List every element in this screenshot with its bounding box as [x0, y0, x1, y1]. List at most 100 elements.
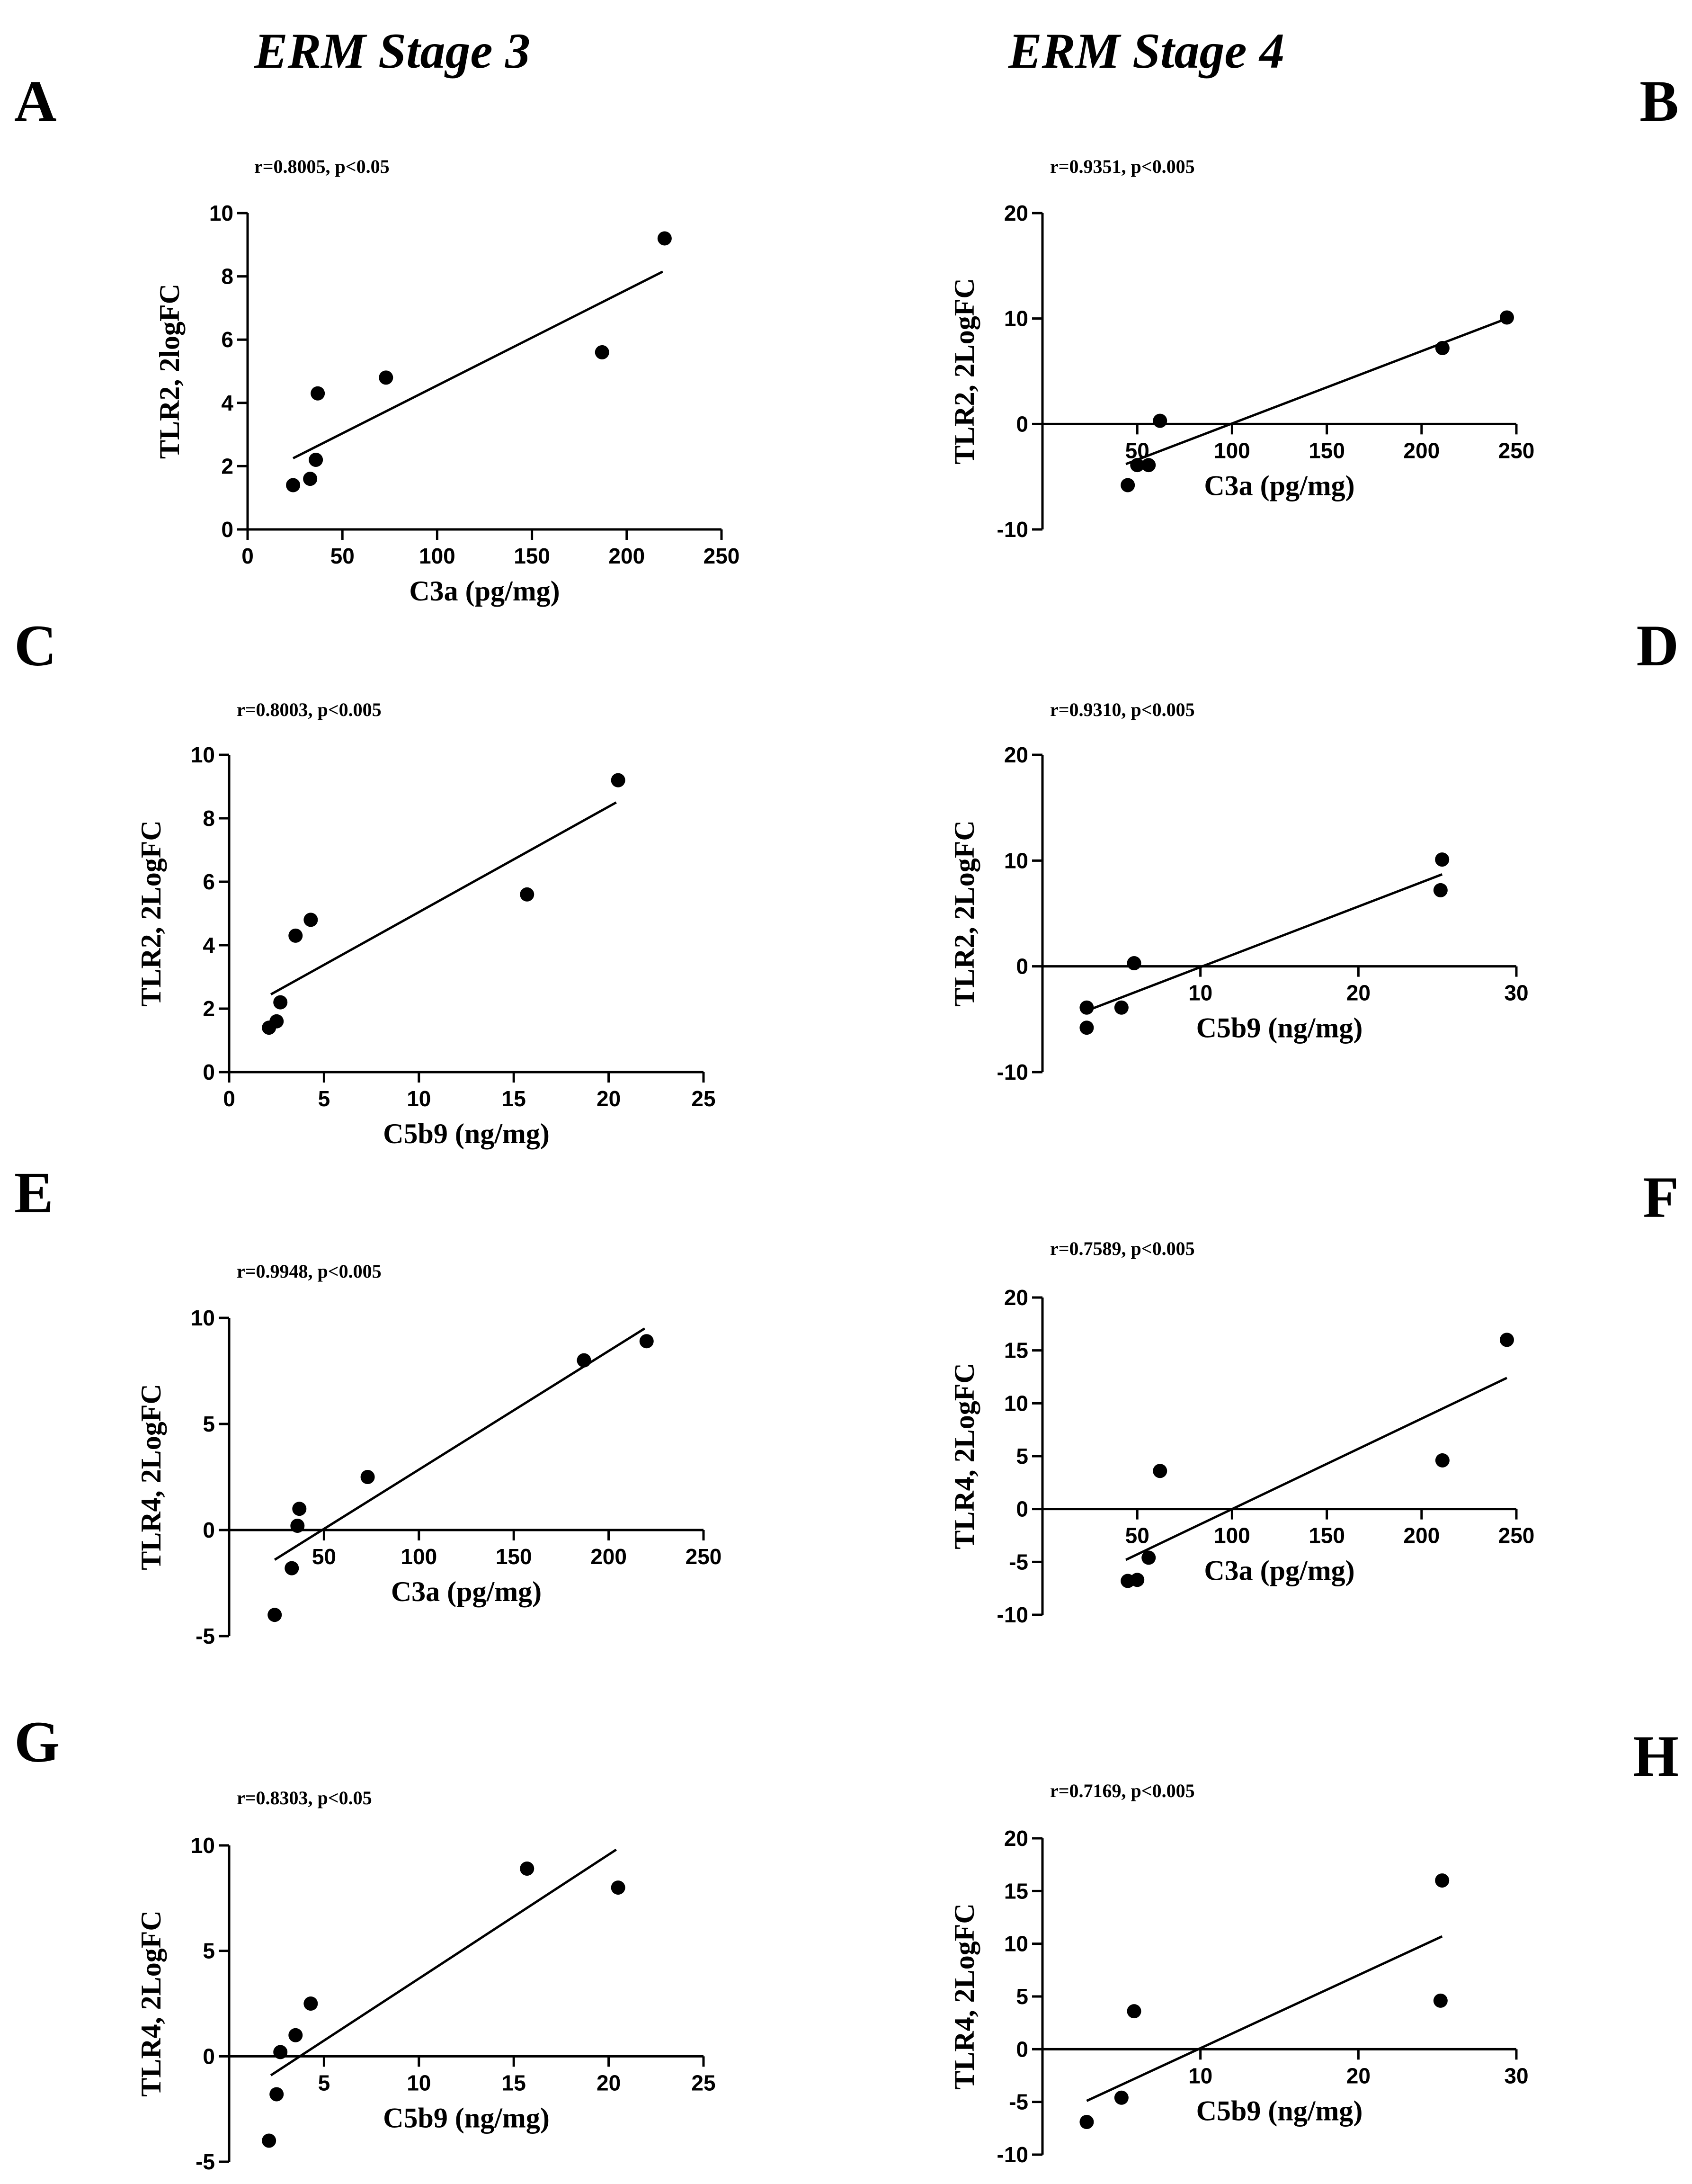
column-header-stage-4: ERM Stage 4 [1008, 23, 1284, 79]
data-point-b-1 [1121, 478, 1135, 492]
regression-line-c [270, 801, 617, 996]
y-axis-label-a: TLR2, 2logFC [154, 284, 185, 459]
data-point-g-3 [273, 2045, 288, 2059]
stat-text-d: r=0.9310, p<0.005 [1050, 699, 1195, 720]
y-tick-label-h: 20 [1004, 1826, 1028, 1851]
panel-letter-a: A [14, 69, 57, 134]
panel-e: Er=0.9948, p<0.005 -5 0 5 10 50 100 150 200 250 C3… [14, 1160, 721, 1648]
y-tick-label-d: 20 [1004, 743, 1028, 767]
y-tick-label-c: 6 [203, 869, 215, 894]
panel-c: Cr=0.8003, p<0.005 0 2 4 6 8 10 0 5 10 15 20 25 C5b9 … [14, 613, 716, 1149]
data-point-b-5 [1435, 341, 1450, 356]
data-point-b-2 [1130, 458, 1145, 473]
data-point-g-7 [611, 1880, 625, 1895]
x-tick-label-b: 250 [1498, 438, 1535, 463]
y-tick-label-c: 10 [191, 743, 215, 767]
data-point-g-1 [262, 2133, 276, 2148]
data-point-a-4 [311, 386, 325, 401]
panel-h: Hr=0.7169, p<0.005 -10 -5 0 5 10 15 20 10 20 30 C5b… [949, 1724, 1679, 2167]
data-point-c-4 [288, 928, 303, 943]
x-tick-label-a: 250 [704, 544, 740, 568]
y-tick-label-h: 15 [1004, 1879, 1028, 1903]
x-axis-label-b: C3a (pg/mg) [1204, 470, 1354, 501]
y-tick-label-a: 8 [221, 264, 233, 289]
x-axis-label-c: C5b9 (ng/mg) [383, 1118, 550, 1149]
data-point-g-4 [288, 2028, 303, 2042]
data-point-b-6 [1499, 310, 1514, 325]
x-tick-label-g: 20 [597, 2070, 621, 2095]
stat-text-e: r=0.9948, p<0.005 [237, 1261, 382, 1282]
stat-text-b: r=0.9351, p<0.005 [1050, 156, 1195, 177]
y-axis-label-c: TLR2, 2LogFC [135, 820, 167, 1006]
x-tick-label-b: 200 [1403, 438, 1440, 463]
x-tick-label-d: 30 [1504, 981, 1528, 1005]
y-tick-label-b: 10 [1004, 306, 1028, 331]
data-point-e-7 [639, 1334, 654, 1349]
panel-letter-e: E [14, 1160, 53, 1225]
y-tick-label-f: 20 [1004, 1285, 1028, 1310]
x-axis-label-g: C5b9 (ng/mg) [383, 2102, 550, 2133]
y-axis-label-h: TLR4, 2LogFC [949, 1903, 980, 2089]
y-tick-label-h: 5 [1016, 1984, 1028, 2009]
x-tick-label-d: 20 [1346, 981, 1371, 1005]
x-tick-label-e: 200 [590, 1544, 627, 1569]
x-tick-label-e: 100 [401, 1544, 437, 1569]
data-point-h-4 [1433, 1993, 1448, 2008]
data-point-d-5 [1433, 883, 1448, 897]
x-tick-label-c: 20 [597, 1086, 621, 1111]
data-point-f-2 [1130, 1573, 1145, 1587]
data-point-d-3 [1114, 1000, 1129, 1015]
x-tick-label-g: 10 [407, 2070, 431, 2095]
data-point-c-3 [273, 995, 288, 1010]
x-tick-label-d: 10 [1188, 981, 1212, 1005]
data-point-e-6 [577, 1353, 591, 1368]
regression-line-g [270, 1848, 617, 2077]
y-tick-label-e: 0 [203, 1518, 215, 1542]
x-tick-label-c: 15 [502, 1086, 526, 1111]
y-tick-label-a: 0 [221, 517, 233, 542]
y-tick-label-f: 15 [1004, 1338, 1028, 1363]
data-point-f-4 [1153, 1464, 1167, 1478]
y-axis-label-d: TLR2, 2LogFC [949, 820, 980, 1006]
y-tick-label-c: 0 [203, 1060, 215, 1084]
data-point-a-7 [657, 231, 672, 246]
stat-text-h: r=0.7169, p<0.005 [1050, 1780, 1195, 1801]
regression-line-d [1086, 873, 1443, 1012]
panel-letter-d: D [1636, 613, 1679, 678]
data-point-c-6 [520, 887, 534, 902]
data-point-f-3 [1141, 1550, 1156, 1565]
y-tick-label-f: -10 [997, 1602, 1028, 1627]
x-tick-label-g: 15 [502, 2070, 526, 2095]
data-point-e-5 [360, 1470, 375, 1484]
y-axis-label-f: TLR4, 2LogFC [949, 1363, 980, 1549]
y-tick-label-h: -10 [997, 2142, 1028, 2167]
y-tick-label-h: 0 [1016, 2037, 1028, 2061]
stat-text-g: r=0.8303, p<0.05 [237, 1787, 372, 1808]
y-tick-label-c: 8 [203, 806, 215, 831]
y-tick-label-d: -10 [997, 1060, 1028, 1084]
x-axis-label-e: C3a (pg/mg) [391, 1576, 542, 1607]
x-axis-label-a: C3a (pg/mg) [409, 575, 560, 607]
x-tick-label-a: 50 [330, 544, 355, 568]
panel-f: Fr=0.7589, p<0.005 -10 -5 0 5 10 15 20 50 100 150 2… [949, 1165, 1679, 1627]
x-axis-label-h: C5b9 (ng/mg) [1196, 2095, 1363, 2126]
x-axis-label-d: C5b9 (ng/mg) [1196, 1012, 1363, 1044]
x-tick-label-c: 0 [223, 1086, 235, 1111]
y-tick-label-a: 10 [209, 201, 233, 225]
data-point-d-6 [1435, 852, 1450, 867]
data-point-d-1 [1079, 1020, 1094, 1035]
y-tick-label-a: 4 [221, 391, 233, 415]
y-tick-label-c: 2 [203, 996, 215, 1021]
column-header-stage-3: ERM Stage 3 [254, 23, 530, 79]
y-tick-label-f: -5 [1009, 1549, 1028, 1574]
y-tick-label-b: 0 [1016, 412, 1028, 436]
data-point-c-7 [611, 773, 625, 788]
data-point-a-2 [303, 472, 318, 486]
regression-line-h [1086, 1935, 1443, 2102]
y-tick-label-g: -5 [196, 2149, 215, 2174]
y-tick-label-g: 10 [191, 1833, 215, 1858]
data-point-d-4 [1127, 956, 1141, 970]
data-point-c-5 [303, 913, 318, 927]
